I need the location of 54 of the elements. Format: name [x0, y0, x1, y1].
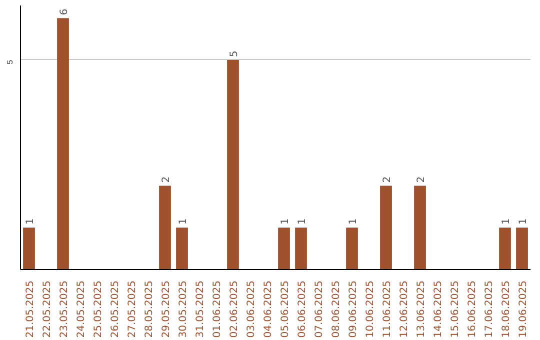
- x-tick-label: 13.06.2025: [416, 280, 427, 338]
- x-tick-label: 14.06.2025: [433, 280, 444, 338]
- data-label: 5: [229, 50, 240, 57]
- data-label: 2: [416, 176, 427, 183]
- x-tick-label: 26.05.2025: [110, 280, 121, 338]
- x-tick-label: 22.05.2025: [42, 280, 53, 338]
- x-tick-label: 16.06.2025: [467, 280, 478, 338]
- x-tick-label: 07.06.2025: [314, 280, 325, 338]
- data-label: 6: [59, 8, 70, 16]
- data-label: 1: [518, 218, 529, 225]
- x-tick-label: 03.06.2025: [246, 280, 257, 338]
- data-label: 2: [161, 176, 172, 183]
- x-tick-label: 10.06.2025: [365, 280, 376, 338]
- x-tick-label: 05.06.2025: [280, 280, 291, 338]
- x-tick-label: 24.05.2025: [76, 280, 87, 338]
- x-tick-label: 28.05.2025: [144, 280, 155, 338]
- x-tick-label: 30.05.2025: [178, 280, 189, 338]
- bar: [414, 186, 426, 270]
- bar: [499, 228, 511, 270]
- bar: [346, 228, 358, 270]
- bar: [380, 186, 392, 270]
- bar: [159, 186, 171, 270]
- data-label: 1: [280, 218, 291, 225]
- x-tick-label: 09.06.2025: [348, 280, 359, 338]
- data-label: 1: [178, 218, 189, 225]
- bar: [516, 228, 528, 270]
- x-tick-label: 31.05.2025: [195, 280, 206, 338]
- x-tick-label: 25.05.2025: [93, 280, 104, 338]
- x-tick-label: 23.05.2025: [59, 280, 70, 338]
- x-tick-label: 21.05.2025: [25, 280, 36, 338]
- x-tick-label: 18.06.2025: [501, 280, 512, 338]
- x-tick-label: 02.06.2025: [229, 280, 240, 338]
- data-label: 1: [348, 218, 359, 225]
- bar: [278, 228, 290, 270]
- x-tick-label: 11.06.2025: [382, 280, 393, 338]
- data-label: 1: [25, 218, 36, 225]
- x-tick-label: 04.06.2025: [263, 280, 274, 338]
- x-tick-label: 27.05.2025: [127, 280, 138, 338]
- x-tick-label: 19.06.2025: [518, 280, 529, 338]
- x-tick-label: 12.06.2025: [399, 280, 410, 338]
- bar: [227, 60, 239, 270]
- data-label: 2: [382, 176, 393, 183]
- x-tick-label: 17.06.2025: [484, 280, 495, 338]
- x-tick-label: 29.05.2025: [161, 280, 172, 338]
- data-label: 1: [297, 218, 308, 225]
- x-tick-label: 15.06.2025: [450, 280, 461, 338]
- data-label: 1: [501, 218, 512, 225]
- bar: [176, 228, 188, 270]
- bar: [295, 228, 307, 270]
- x-tick-label: 06.06.2025: [297, 280, 308, 338]
- bar: [23, 228, 35, 270]
- x-tick-label: 01.06.2025: [212, 280, 223, 338]
- bar: [57, 18, 69, 270]
- x-tick-label: 08.06.2025: [331, 280, 342, 338]
